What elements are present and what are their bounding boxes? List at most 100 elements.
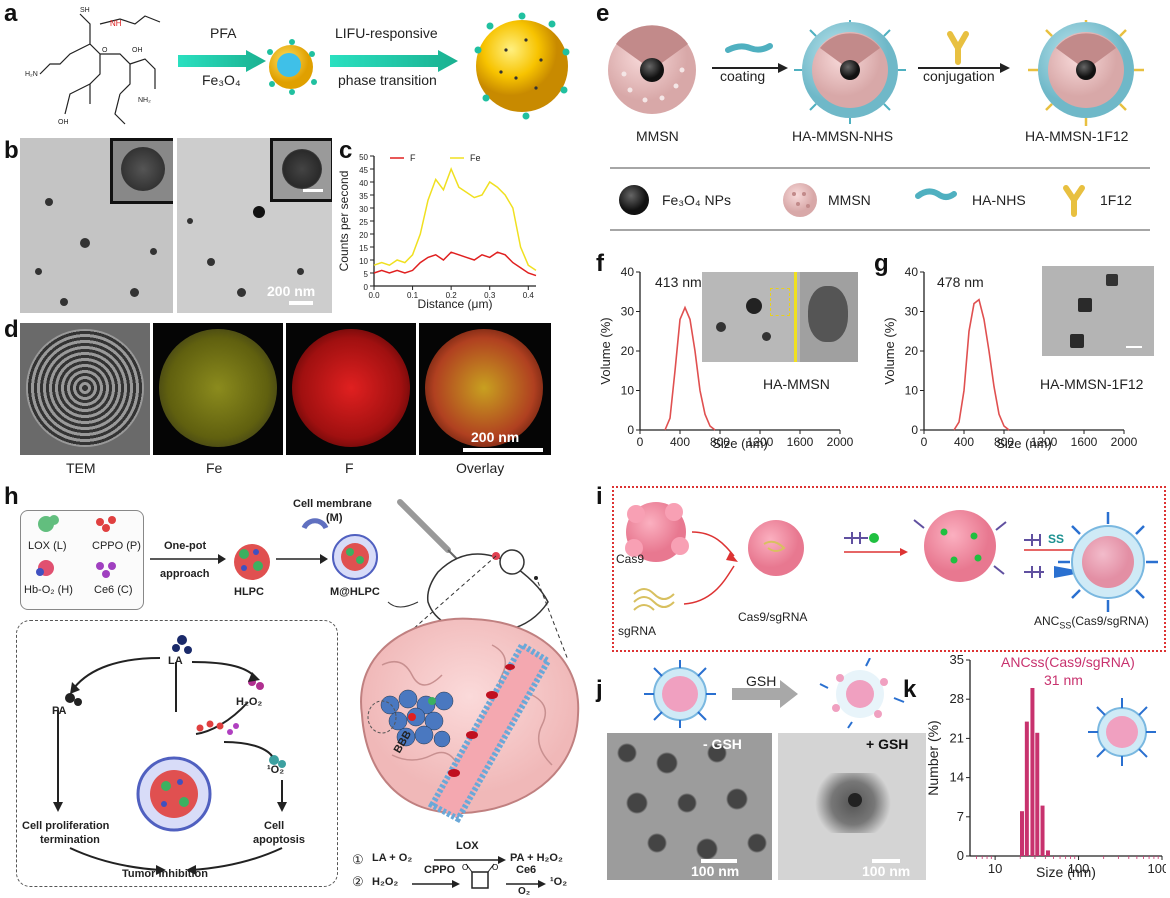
hlpc-particle — [234, 544, 270, 580]
y-tick-label: 25 — [359, 218, 368, 227]
bar — [1045, 850, 1050, 856]
brain-illustration — [360, 617, 580, 824]
chart-c: 0.0 0.1 0.2 0.3 0.4 0 5 10 15 20 25 30 35 40 45 50 Dista… — [337, 153, 537, 311]
bar — [1035, 732, 1040, 856]
pa-label: PA — [52, 705, 67, 717]
arrow1-top-label: PFA — [210, 25, 237, 41]
eq1-right: PA + H₂O₂ — [510, 852, 563, 864]
y-tick-label: 0 — [364, 283, 369, 292]
tem-minus-gsh: - GSH 100 nm — [607, 733, 772, 880]
y-tick-label: 30 — [621, 305, 635, 319]
y-axis-label: Counts per second — [337, 171, 351, 272]
legend-mmsn: MMSN — [828, 192, 871, 208]
f-map-image — [286, 323, 416, 455]
ss-label: SS — [1048, 532, 1065, 546]
panel-letter-k: k — [903, 676, 917, 703]
x-tick-label: 0 — [921, 435, 928, 449]
mhlpc-particle — [332, 534, 378, 580]
bar — [1040, 805, 1045, 856]
x-tick-label: 0.1 — [407, 291, 419, 300]
scale-bar — [872, 859, 900, 863]
component-lox: LOX (L) — [28, 540, 67, 552]
arrow-icon — [178, 50, 266, 72]
scale-label: 100 nm — [862, 863, 911, 879]
svg-text:NH: NH — [110, 19, 122, 28]
panel-i-illustration — [625, 502, 1158, 612]
mouse-injection-illustration — [378, 499, 569, 661]
bar — [1024, 721, 1029, 856]
caption-f: F — [345, 460, 354, 476]
k-title-2: 31 nm — [1044, 672, 1083, 688]
x-tick-label: 0.4 — [523, 291, 535, 300]
approach-label: approach — [160, 568, 210, 580]
bar — [1020, 811, 1025, 856]
tem-inset-g — [1042, 266, 1154, 356]
y-tick-label: 21 — [950, 730, 964, 745]
proliferation-label-1: Cell proliferation — [22, 820, 110, 832]
cas9-label: Cas9 — [616, 552, 645, 566]
component-cppo: CPPO (P) — [92, 540, 141, 552]
eq2-o2: O₂ — [518, 886, 531, 897]
nanoparticle-small — [267, 39, 317, 95]
y-tick-label: 40 — [359, 179, 368, 188]
y-tick-label: 5 — [364, 270, 369, 279]
y-tick-label: 20 — [359, 231, 368, 240]
scale-bar — [701, 859, 737, 863]
y-tick-label: 35 — [950, 652, 964, 667]
sample-name-f: HA-MMSN — [763, 376, 830, 392]
eq2-right: ¹O₂ — [550, 876, 568, 888]
chart-g: 0 400 800 1200 1600 2000 0 10 20 30 40 Size (nm) Vol… — [882, 265, 1138, 451]
panel-j-illustration — [644, 658, 905, 729]
hlpc-label: HLPC — [234, 586, 264, 598]
scale-bar — [463, 448, 543, 452]
la-label: LA — [168, 655, 183, 667]
x-axis-label: Distance (μm) — [418, 297, 493, 311]
caption-tem: TEM — [66, 460, 96, 476]
y-tick-label: 7 — [957, 809, 964, 824]
mhlpc-label: M@HLPC — [330, 586, 380, 598]
peptide-structure: H₂N SH NH₂ OH O OH NH — [25, 7, 161, 126]
y-tick-label: 40 — [905, 265, 919, 279]
caption-overlay: Overlay — [456, 460, 505, 476]
anc-particle-inset — [1088, 698, 1156, 766]
x-tick-label: 400 — [954, 435, 974, 449]
fe-map-image — [153, 323, 283, 455]
tem-inset-f — [702, 272, 858, 362]
eq2-enzyme: CPPO — [424, 864, 456, 876]
y-tick-label: 10 — [359, 257, 368, 266]
arrow-icon — [330, 50, 458, 72]
nanoparticle-large — [474, 12, 570, 120]
legend-label: Fe — [470, 153, 481, 163]
tumor-inhibition-label: Tumor inhibition — [122, 868, 208, 880]
peak-label-f: 413 nm — [655, 274, 702, 290]
anc-sub: SS — [1059, 620, 1072, 631]
y-tick-label: 10 — [905, 384, 919, 398]
scale-bar — [289, 301, 313, 305]
x-tick-label: 0.2 — [446, 291, 458, 300]
sgrna-label: sgRNA — [618, 624, 657, 638]
scale-label: 200 nm — [267, 283, 316, 299]
x-tick-label: 0.3 — [484, 291, 496, 300]
arrow-icon — [434, 856, 506, 864]
legend-ha-nhs: HA-NHS — [972, 192, 1026, 208]
eq1-enzyme: LOX — [456, 840, 479, 852]
tem-particle-image — [20, 323, 150, 455]
component-hbo2: Hb-O₂ (H) — [24, 584, 73, 596]
panel-letter-e: e — [596, 0, 610, 27]
x-tick-label: 2000 — [827, 435, 854, 449]
mechanism-box — [16, 620, 338, 887]
y-tick-label: 30 — [359, 205, 368, 214]
ha-mmsn-nhs-label: HA-MMSN-NHS — [792, 128, 894, 144]
y-tick-label: 28 — [950, 691, 964, 706]
x-tick-label: 1200 — [747, 435, 774, 449]
tem-image-left — [20, 138, 173, 313]
x-tick-label: 800 — [710, 435, 730, 449]
y-axis-label: Volume (%) — [598, 317, 613, 384]
panel-letter-j: j — [596, 676, 603, 703]
panel-letter-i: i — [596, 483, 603, 510]
singlet-oxygen-label: ¹O₂ — [267, 764, 285, 776]
cas9-sgrna-label: Cas9/sgRNA — [738, 610, 808, 624]
arrow-icon — [276, 554, 328, 564]
membrane-label-2: (M) — [326, 512, 343, 524]
